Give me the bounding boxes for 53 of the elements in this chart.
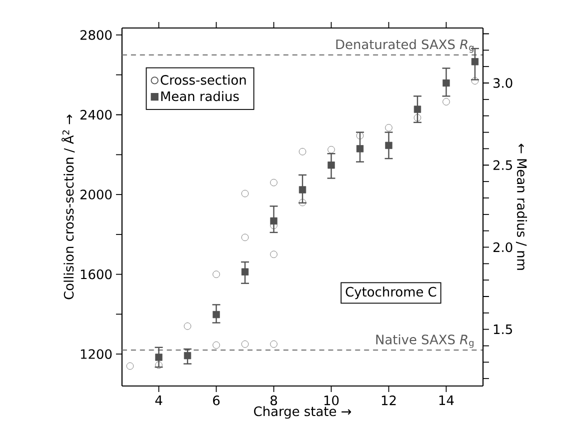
annotation: Cytochrome C xyxy=(346,286,436,300)
point xyxy=(442,79,450,87)
point xyxy=(385,124,392,132)
point xyxy=(270,250,278,258)
point xyxy=(241,268,249,276)
point xyxy=(298,186,306,194)
y2-axis-title: ← Mean radius / nm xyxy=(516,144,528,270)
point xyxy=(241,234,249,241)
point xyxy=(184,322,192,330)
x-tick-label: 14 xyxy=(439,396,454,405)
y2-tick-label: 2.5 xyxy=(493,160,512,170)
point xyxy=(298,198,306,206)
point xyxy=(328,162,335,169)
point xyxy=(241,340,249,348)
x-axis-title: Charge state → xyxy=(254,406,352,419)
point xyxy=(356,145,364,152)
point xyxy=(471,58,479,66)
y-tick-label: 2000 xyxy=(80,190,112,200)
point xyxy=(270,340,278,348)
point xyxy=(270,217,278,225)
point xyxy=(270,178,278,186)
ref-line-label: Native SAXS R$_{g}$ xyxy=(376,334,474,348)
point xyxy=(155,354,162,361)
point xyxy=(442,98,450,106)
y2-tick-label: 2.0 xyxy=(493,242,512,252)
x-tick-label: 8 xyxy=(270,396,277,406)
point xyxy=(471,77,479,84)
point xyxy=(212,310,220,318)
point xyxy=(328,146,335,154)
y-tick-label: 1200 xyxy=(80,349,112,359)
point xyxy=(356,132,364,140)
legend-label: Mean radius xyxy=(161,91,239,102)
point xyxy=(126,362,134,370)
point xyxy=(298,148,306,156)
point xyxy=(414,114,422,122)
x-tick-label: 10 xyxy=(324,396,339,406)
point xyxy=(414,106,422,113)
y2-tick-label: 3.0 xyxy=(493,78,512,88)
x-tick-label: 4 xyxy=(155,396,162,405)
point xyxy=(212,270,220,278)
y-tick-label: 2400 xyxy=(80,110,112,120)
y-axis-title: Collision cross-section / Å$^{2}$ → xyxy=(61,114,75,300)
point xyxy=(184,352,192,360)
y2-tick-label: 1.5 xyxy=(494,324,512,334)
x-tick-label: 12 xyxy=(382,396,396,406)
point xyxy=(212,342,220,349)
y-tick-label: 2800 xyxy=(80,30,112,40)
y-tick-label: 1600 xyxy=(80,269,112,280)
point xyxy=(241,190,249,198)
point xyxy=(385,142,392,149)
point xyxy=(155,361,162,369)
x-tick-label: 6 xyxy=(213,396,220,406)
legend-label: Cross-section xyxy=(160,74,246,85)
